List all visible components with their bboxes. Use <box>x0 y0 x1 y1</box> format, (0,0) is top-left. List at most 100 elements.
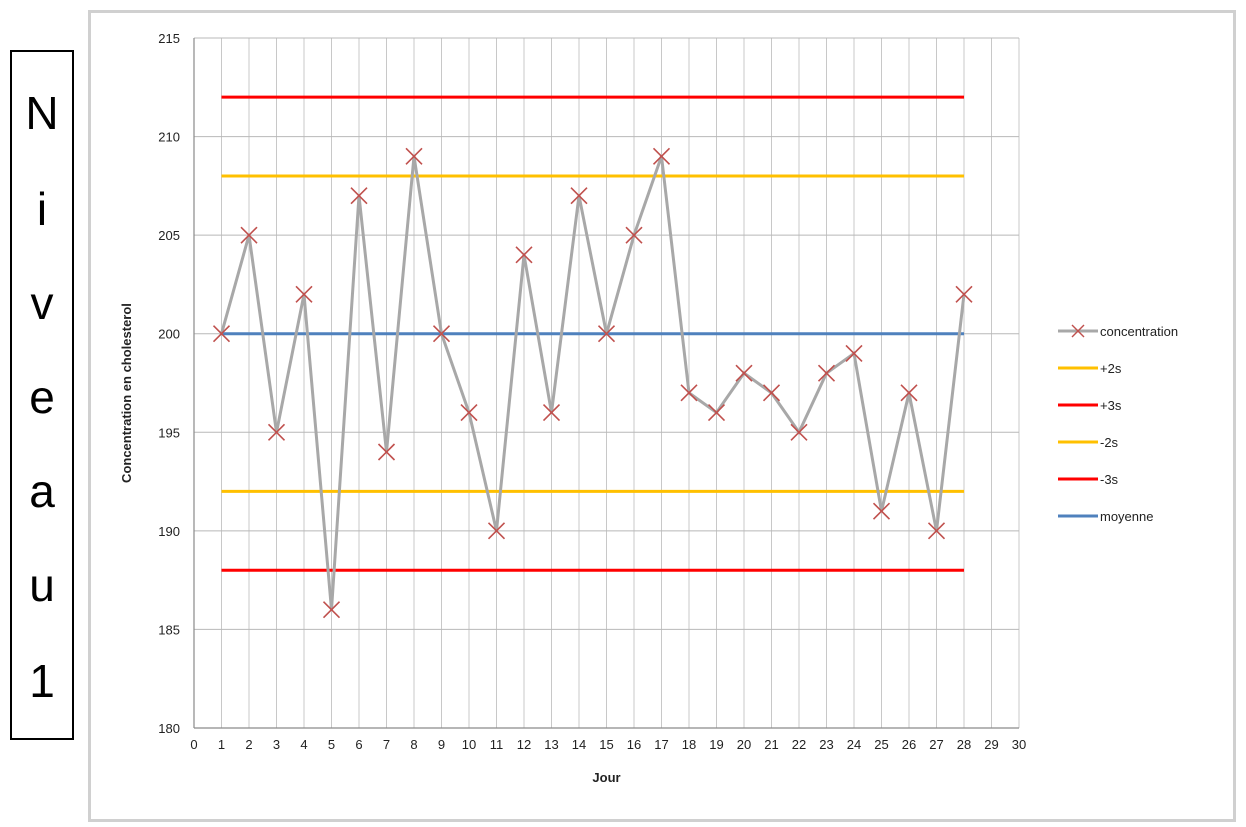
point-marker-stroke <box>322 601 341 619</box>
y-tick-label: 200 <box>158 327 180 342</box>
concentration-line <box>220 155 966 610</box>
point-marker-stroke <box>955 285 973 303</box>
legend-label: concentration <box>1100 324 1178 339</box>
point-marker-stroke <box>295 285 313 303</box>
y-tick-label: 205 <box>158 228 180 243</box>
point-marker-stroke <box>707 404 726 422</box>
x-tick-label: 11 <box>490 737 504 752</box>
point-marker-stroke <box>267 423 286 441</box>
point-marker-stroke <box>762 384 781 402</box>
x-tick-label: 5 <box>328 737 335 752</box>
point-marker-stroke <box>405 147 423 165</box>
side-label-letter: e <box>29 371 55 423</box>
concentration-point <box>790 423 808 441</box>
legend-label: +2s <box>1100 361 1122 376</box>
point-marker-stroke <box>652 147 671 165</box>
x-tick-label: 4 <box>300 737 307 752</box>
concentration-point <box>845 344 863 362</box>
y-tick-label: 185 <box>158 622 180 637</box>
side-label-letter: N <box>25 87 59 139</box>
x-tick-label: 1 <box>218 737 225 752</box>
point-marker-stroke <box>735 364 753 382</box>
point-marker-stroke <box>625 226 643 244</box>
concentration-point <box>405 147 423 165</box>
y-tick-label: 180 <box>158 721 180 736</box>
x-tick-label: 24 <box>847 737 861 752</box>
concentration-point <box>432 325 451 343</box>
point-marker-stroke <box>377 443 396 461</box>
y-axis-title: Concentration en cholesterol <box>119 303 134 483</box>
x-tick-label: 29 <box>984 737 998 752</box>
concentration-point <box>625 226 643 244</box>
concentration-point <box>900 384 918 402</box>
side-label-letter: i <box>36 183 48 235</box>
x-tick-label: 21 <box>764 737 778 752</box>
side-label-letter: 1 <box>29 655 55 707</box>
point-marker-stroke <box>487 522 506 540</box>
x-tick-label: 2 <box>245 737 252 752</box>
legend-entry: +2s <box>1058 361 1122 376</box>
side-label-letter: u <box>29 559 55 611</box>
side-label-letter: a <box>29 465 55 517</box>
concentration-point <box>652 147 671 165</box>
concentration-point <box>542 404 561 422</box>
concentration-point <box>460 404 478 422</box>
concentration-point <box>350 187 368 205</box>
point-marker-stroke <box>240 226 258 244</box>
point-marker-stroke <box>597 325 616 343</box>
x-tick-label: 9 <box>438 737 445 752</box>
concentration-point <box>377 443 396 461</box>
concentration-point <box>762 384 781 402</box>
concentration-point <box>487 522 506 540</box>
x-tick-label: 3 <box>273 737 280 752</box>
point-marker-stroke <box>515 246 533 264</box>
concentration-point <box>817 364 836 382</box>
x-tick-label: 15 <box>599 737 613 752</box>
legend-label: +3s <box>1100 398 1122 413</box>
x-tick-label: 10 <box>462 737 476 752</box>
chart-frame: 0 1 2 3 4 5 6 7 8 9 10 11 12 13 14 15 16 17 18 19 20 21 22 23 24… <box>88 10 1236 822</box>
point-marker-stroke <box>927 522 946 540</box>
x-tick-label: 19 <box>709 737 723 752</box>
x-tick-label: 6 <box>355 737 362 752</box>
point-marker-stroke <box>460 404 478 422</box>
concentration-point <box>212 325 231 343</box>
legend-entry: +3s <box>1058 398 1122 413</box>
control-chart: 0 1 2 3 4 5 6 7 8 9 10 11 12 13 14 15 16 17 18 19 20 21 22 23 24… <box>119 31 1178 785</box>
x-tick-label: 16 <box>627 737 641 752</box>
concentration-point <box>295 285 313 303</box>
legend-entry: concentration <box>1058 324 1178 339</box>
x-tick-label: 23 <box>819 737 833 752</box>
concentration-point <box>570 187 588 205</box>
concentration-point <box>872 502 891 520</box>
x-tick-label: 26 <box>902 737 916 752</box>
concentration-point <box>322 601 341 619</box>
concentration-point <box>707 404 726 422</box>
point-marker-stroke <box>212 325 231 343</box>
point-marker-stroke <box>542 404 561 422</box>
point-marker-stroke <box>570 187 588 205</box>
x-tick-label: 7 <box>383 737 390 752</box>
legend-label: -2s <box>1100 435 1119 450</box>
point-marker-stroke <box>845 344 863 362</box>
legend-marker-stroke <box>1071 324 1085 338</box>
x-tick-label: 20 <box>737 737 751 752</box>
legend-entry: -2s <box>1058 435 1119 450</box>
concentration-point <box>515 246 533 264</box>
concentration-point <box>927 522 946 540</box>
x-tick-label: 0 <box>190 737 197 752</box>
x-tick-label: 28 <box>957 737 971 752</box>
concentration-point <box>680 384 698 402</box>
legend-entry: moyenne <box>1058 509 1153 524</box>
point-marker-stroke <box>680 384 698 402</box>
legend-label: moyenne <box>1100 509 1153 524</box>
x-tick-label: 30 <box>1012 737 1026 752</box>
point-marker-stroke <box>790 423 808 441</box>
point-marker-stroke <box>900 384 918 402</box>
x-tick-label: 22 <box>792 737 806 752</box>
point-marker-stroke <box>432 325 451 343</box>
legend-label: -3s <box>1100 472 1119 487</box>
y-tick-label: 215 <box>158 31 180 46</box>
point-marker-stroke <box>872 502 891 520</box>
